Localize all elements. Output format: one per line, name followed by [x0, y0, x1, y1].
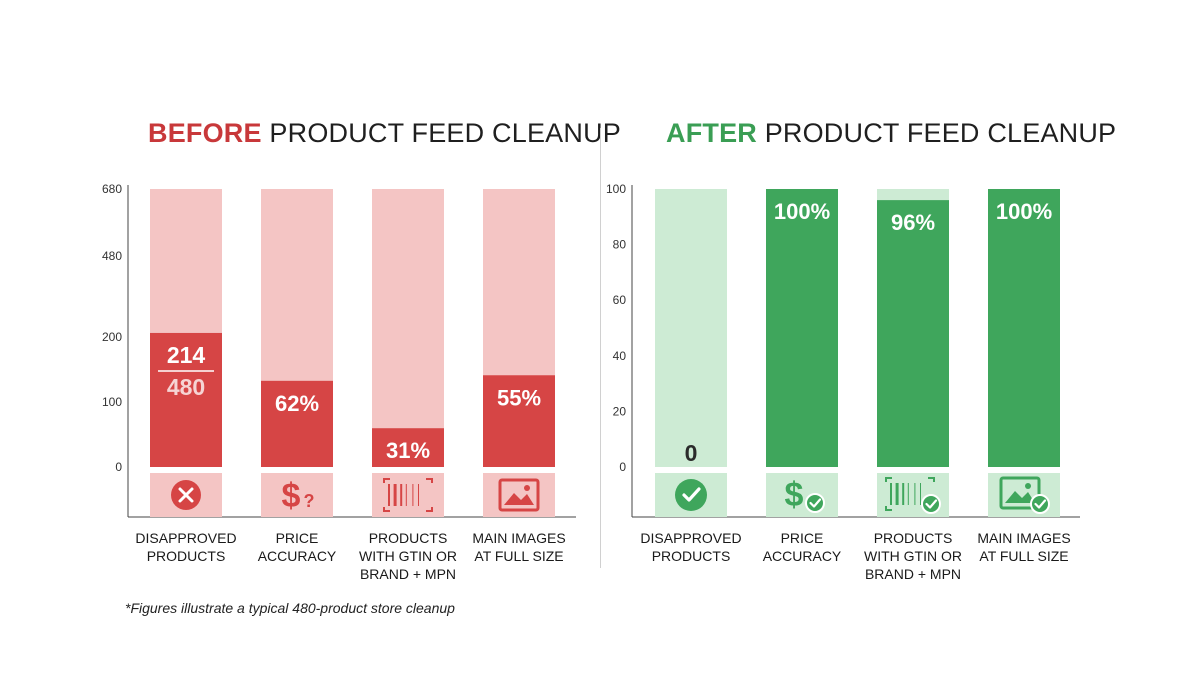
footnote: *Figures illustrate a typical 480-produc…	[125, 600, 455, 616]
before-y-tick-label: 200	[102, 330, 122, 344]
before-title-rest: PRODUCT FEED CLEANUP	[269, 118, 621, 148]
before-icon-tile	[372, 473, 444, 517]
check-circle-icon	[675, 479, 707, 511]
after-icon-tile	[988, 473, 1060, 517]
before-chart: 0 100 200 480 680 214 480 62% $ ? 31% 55%	[102, 182, 576, 518]
before-title-accent: BEFORE	[148, 118, 262, 148]
after-data-label: 0	[685, 440, 698, 466]
barcode-icon-line	[412, 484, 414, 506]
image-icon-sun	[524, 485, 530, 491]
after-category-label: MAIN IMAGES AT FULL SIZE	[977, 530, 1071, 564]
check-badge-mark	[809, 498, 822, 508]
barcode-icon-corners	[885, 477, 935, 511]
before-data-label: 55%	[497, 385, 541, 410]
after-title-accent: AFTER	[666, 118, 757, 148]
barcode-icon-line	[902, 483, 905, 505]
before-category-label: PRODUCTS WITH GTIN OR BRAND + MPN	[359, 530, 457, 582]
image-icon	[498, 478, 540, 512]
before-y-tick-label: 0	[115, 460, 122, 474]
barcode-icon-line	[393, 484, 397, 506]
x-mark	[178, 487, 194, 503]
before-bar	[372, 428, 444, 467]
barcode-icon-corners	[383, 478, 433, 512]
before-category-label: PRICE ACCURACY	[257, 530, 337, 564]
panel-divider	[600, 128, 601, 568]
check-badge-mark	[1034, 499, 1047, 509]
before-data-label: 214	[167, 342, 206, 368]
after-y-tick-label: 40	[613, 349, 627, 363]
check-badge	[921, 494, 941, 514]
after-bar	[988, 189, 1060, 467]
barcode-check-icon	[885, 477, 941, 514]
after-panel-title: AFTER PRODUCT FEED CLEANUP	[666, 118, 1116, 149]
barcode-icon-line	[890, 483, 892, 505]
before-bar	[150, 332, 222, 467]
before-category-label: MAIN IMAGES AT FULL SIZE	[472, 530, 566, 564]
before-bar-track	[372, 189, 444, 467]
after-category-label: PRODUCTS WITH GTIN OR BRAND + MPN	[864, 530, 962, 582]
x-circle-icon	[171, 480, 201, 510]
check-badge	[805, 493, 825, 513]
dollar-check-icon: $	[785, 476, 825, 514]
after-icon-tile	[766, 473, 838, 517]
image-icon-sun	[1025, 483, 1031, 489]
after-data-label: 96%	[891, 210, 935, 235]
image-icon-frame	[999, 476, 1041, 510]
dollar-glyph: $	[282, 477, 301, 515]
barcode-icon	[885, 477, 935, 511]
after-y-tick-label: 20	[613, 404, 627, 418]
after-bar-track	[655, 189, 727, 467]
before-category-label: DISAPPROVED PRODUCTS	[135, 530, 237, 564]
image-icon	[999, 476, 1041, 510]
dollar-question-icon: $?	[282, 477, 315, 515]
barcode-icon-line	[388, 484, 390, 506]
before-y-tick-label: 680	[102, 182, 122, 196]
check-mark	[682, 487, 701, 502]
check-badge	[1030, 494, 1050, 514]
before-icon-tile	[261, 473, 333, 517]
barcode-icon-line	[400, 484, 403, 506]
dollar-glyph: $	[785, 476, 804, 514]
check-badge-mark	[925, 499, 938, 509]
after-bar	[766, 189, 838, 467]
question-glyph: ?	[304, 491, 315, 511]
image-icon-mountains	[504, 493, 534, 505]
after-data-label: 100%	[774, 199, 830, 224]
after-y-tick-label: 80	[613, 238, 627, 252]
after-y-tick-label: 60	[613, 293, 627, 307]
barcode-icon-line	[920, 483, 921, 505]
barcode-icon-line	[907, 483, 909, 505]
barcode-icon-line	[405, 484, 407, 506]
before-data-label: 62%	[275, 391, 319, 416]
after-y-tick-label: 100	[606, 182, 626, 196]
after-chart: 0 20 40 60 80 100 0 100% $96% 100%	[606, 182, 1080, 518]
image-icon-frame	[498, 478, 540, 512]
before-data-label-denominator: 480	[167, 374, 205, 400]
before-y-tick-label: 100	[102, 395, 122, 409]
after-bar	[877, 200, 949, 467]
image-icon-mountains	[1005, 491, 1035, 503]
after-data-label: 100%	[996, 199, 1052, 224]
check-circle-bg	[675, 479, 707, 511]
barcode-icon-line	[418, 484, 419, 506]
after-category-label: PRICE ACCURACY	[762, 530, 842, 564]
before-bar	[483, 375, 555, 467]
image-check-icon	[999, 476, 1050, 514]
after-category-label: DISAPPROVED PRODUCTS	[640, 530, 742, 564]
before-y-tick-label: 480	[102, 249, 122, 263]
after-title-rest: PRODUCT FEED CLEANUP	[764, 118, 1117, 148]
barcode-icon-line	[895, 483, 899, 505]
barcode-icon	[383, 478, 433, 512]
before-data-label: 31%	[386, 438, 430, 463]
barcode-icon-line	[914, 483, 916, 505]
before-bar	[261, 380, 333, 467]
before-panel-title: BEFORE PRODUCT FEED CLEANUP	[148, 118, 621, 149]
after-y-tick-label: 0	[619, 460, 626, 474]
